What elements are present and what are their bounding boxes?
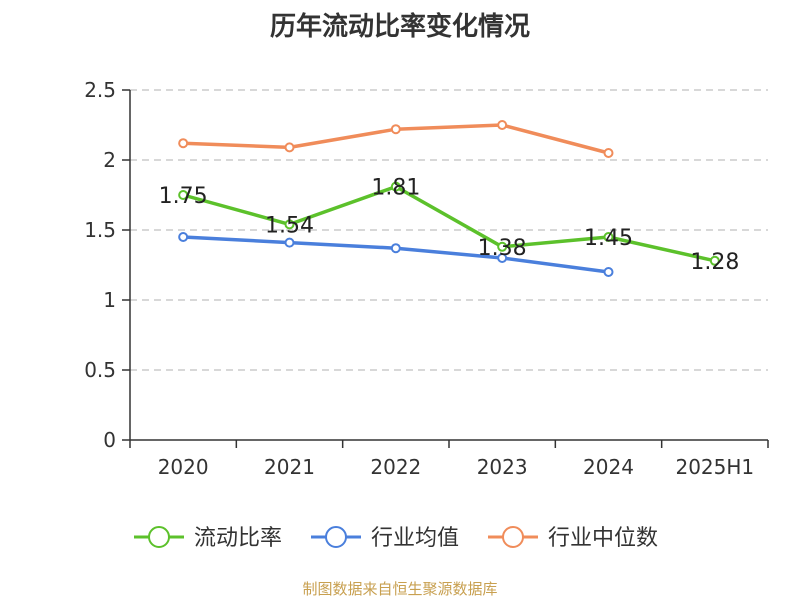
data-point [178,190,189,200]
series-layer [178,120,720,277]
x-tick-label: 2022 [370,455,421,479]
x-tick-label: 2021 [264,455,315,479]
data-point [178,138,189,149]
chart-title: 历年流动比率变化情况 [269,12,530,42]
x-tick-label: 2020 [158,455,209,479]
x-tick-label: 2023 [477,455,528,479]
legend-label: 流动比率 [194,526,282,551]
data-point [603,148,614,158]
data-point [284,142,295,153]
y-tick-label: 0.5 [84,358,116,382]
data-point [390,124,401,135]
data-point [497,241,508,252]
legend-label: 行业均值 [371,526,459,551]
data-label: 1.28 [690,250,739,275]
y-tick-label: 1.5 [84,218,116,242]
legend-marker [148,526,170,548]
data-label: 1.81 [371,176,420,201]
y-tick-label: 0 [103,428,116,452]
data-point [603,232,614,242]
legend-marker [502,526,524,548]
data-point [603,267,614,277]
source-note: 制图数据来自恒生聚源数据库 [302,580,498,598]
data-point [178,232,189,242]
y-tick-label: 2 [103,148,116,172]
x-tick-label: 2025H1 [675,455,754,479]
data-point [390,181,401,192]
data-label: 1.54 [265,213,314,238]
data-point [709,255,720,266]
grid-lines [130,89,768,371]
axes: 0 0.5 1 1.5 2 2.5 2020 2021 2022 2023 2024 2025H1 [84,78,769,479]
legend-label: 行业中位数 [548,526,658,551]
data-label: 1.38 [478,236,527,261]
y-tick-label: 1 [103,288,116,312]
data-labels: 1.75 1.54 1.81 1.38 1.45 1.28 [159,176,740,275]
series-line [182,184,716,263]
data-point [284,219,295,230]
legend-marker [325,526,347,548]
x-tick-label: 2024 [583,455,634,479]
y-tick-label: 2.5 [84,78,116,102]
data-point [497,253,508,263]
data-point [497,120,508,130]
legend: 流动比率 行业均值 行业中位数 [134,526,658,551]
data-point [390,243,401,254]
data-label: 1.45 [584,226,633,251]
data-point [284,237,295,248]
data-label: 1.75 [159,184,208,209]
